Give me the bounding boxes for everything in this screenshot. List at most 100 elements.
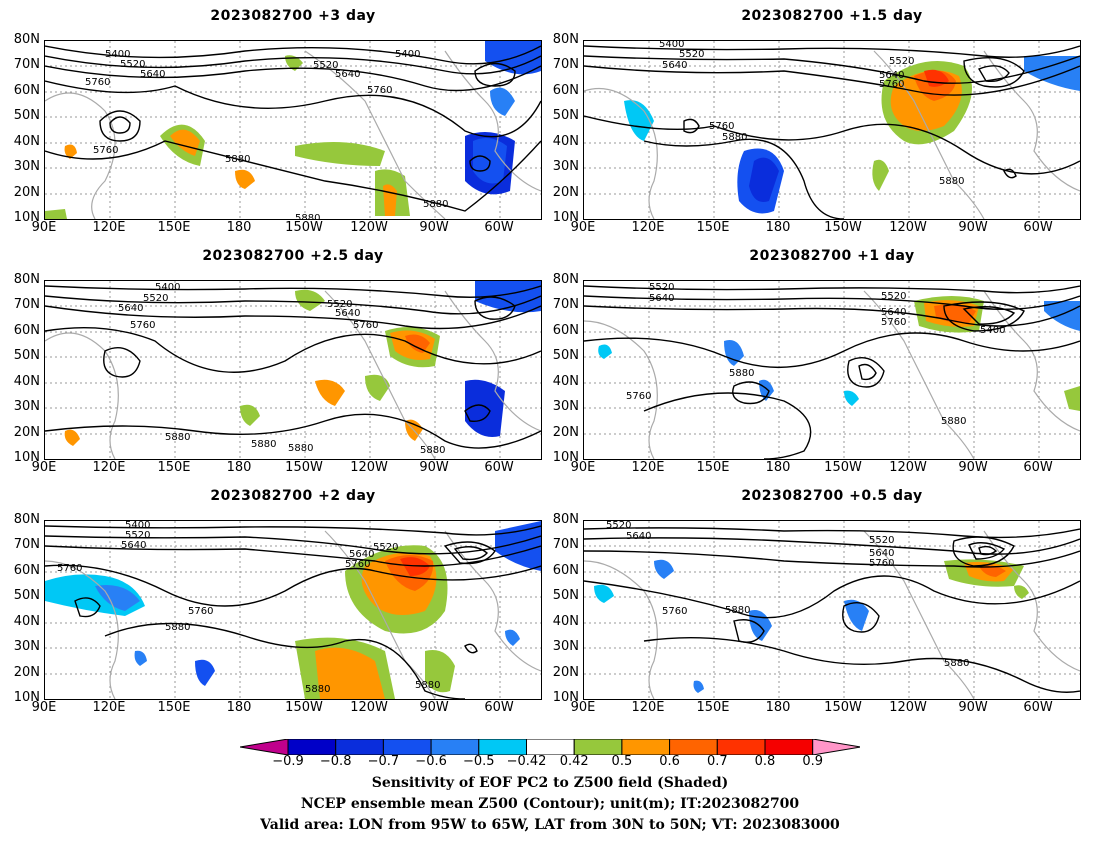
contour-label: 5520: [649, 282, 674, 293]
lat-tick-label: 40N: [552, 133, 579, 149]
contour-label: 5760: [345, 559, 370, 570]
caption-shaded: Sensitivity of EOF PC2 to Z500 field (Sh…: [371, 775, 729, 791]
lat-tick-label: 30N: [13, 639, 40, 655]
contour-label: 5520: [373, 542, 398, 553]
colorbar-segment: [382, 739, 432, 755]
contour-label: 5880: [725, 605, 750, 616]
colorbar-segment: [478, 739, 528, 755]
colorbar-segment: [335, 739, 384, 755]
lon-tick-label: 180: [226, 700, 252, 715]
lat-tick-label: 80N: [13, 272, 40, 287]
colorbar-segment: [716, 739, 766, 755]
contour-label: 5640: [335, 308, 360, 319]
lat-tick-label: 80N: [13, 512, 40, 527]
lon-tick-label: 150E: [696, 220, 730, 235]
lon-tick-label: 120W: [889, 460, 927, 475]
contour-label: 5760: [709, 121, 734, 132]
contour-label: 5760: [353, 320, 378, 331]
lat-tick-label: 30N: [13, 159, 40, 175]
lon-tick-label: 120W: [889, 700, 927, 715]
lon-tick-label: 120E: [92, 220, 126, 235]
contour-label: 5880: [165, 622, 190, 633]
lat-tick-label: 20N: [552, 424, 579, 440]
lat-tick-label: 50N: [552, 108, 579, 124]
contour-label: 5760: [879, 79, 904, 90]
map-svg: 5400 5520 5640 5400 5520 5640 5760 5760 …: [45, 41, 541, 219]
colorbar-segment: [812, 739, 860, 755]
contour-label: 5760: [367, 85, 392, 96]
colorbar-tick-label: −0.42: [506, 754, 547, 769]
lat-tick-label: 50N: [13, 588, 40, 604]
lat-tick-label: 20N: [552, 664, 579, 680]
lat-tick-label: 70N: [552, 57, 579, 73]
map-svg: 5520 5640 5520 5640 5760 5400 5880 5760 …: [584, 281, 1080, 459]
lat-tick-label: 30N: [552, 639, 579, 655]
lat-tick-label: 10N: [13, 450, 40, 465]
lat-tick-label: 70N: [13, 297, 40, 313]
lat-tick-label: 70N: [552, 537, 579, 553]
lon-tick-label: 180: [226, 220, 252, 235]
lon-tick-label: 60W: [1023, 460, 1053, 475]
map-svg: 5400 5520 5640 5520 5640 5760 5760 5880 …: [584, 41, 1080, 219]
contour-label: 5760: [85, 77, 110, 88]
lon-tick-label: 60W: [484, 460, 514, 475]
contour-label: 5640: [626, 531, 651, 542]
lon-tick-label: 90W: [419, 220, 449, 235]
lat-tick-label: 50N: [13, 108, 40, 124]
lon-tick-label: 90W: [419, 700, 449, 715]
contour-label: 5400: [125, 521, 150, 531]
contour-label: 5400: [155, 282, 180, 293]
lon-tick-label: 60W: [484, 700, 514, 715]
panel-title: 2023082700 +0.5 day: [741, 488, 923, 504]
contour-label: 5760: [57, 563, 82, 574]
lat-tick-label: 60N: [552, 322, 579, 338]
lon-tick-label: 90W: [419, 460, 449, 475]
lat-tick-label: 40N: [552, 373, 579, 389]
contour-label: 5880: [722, 132, 747, 143]
lon-tick-label: 90W: [958, 700, 988, 715]
lon-tick-label: 150E: [157, 220, 191, 235]
contour-label: 5640: [649, 293, 674, 304]
contour-label: 5640: [869, 548, 894, 559]
colorbar-tick-label: −0.5: [463, 754, 495, 769]
colorbar-tick-label: 0.42: [559, 754, 589, 769]
lat-tick-label: 40N: [552, 613, 579, 629]
contour-label: 5880: [225, 154, 250, 165]
caption-valid-area: Valid area: LON from 95W to 65W, LAT fro…: [260, 817, 840, 833]
map-plot: 5520 5640 5520 5640 5760 5400 5880 5760 …: [583, 280, 1081, 460]
contour-label: 5880: [420, 445, 445, 456]
lat-tick-label: 80N: [552, 512, 579, 527]
colorbar-tick-label: −0.8: [319, 754, 352, 769]
colorbar-segment: [669, 739, 718, 755]
lat-tick-label: 30N: [13, 399, 40, 415]
contour-label: 5880: [288, 443, 313, 454]
map-plot: 5520 5640 5520 5640 5760 5760 5880 5880: [583, 520, 1081, 700]
lon-tick-label: 120W: [889, 220, 927, 235]
colorbar-segment: [764, 739, 814, 755]
lat-tick-label: 60N: [552, 562, 579, 578]
contour-label: 5640: [879, 70, 904, 81]
lon-tick-label: 180: [226, 460, 252, 475]
panel-title: 2023082700 +3 day: [210, 8, 376, 24]
lon-tick-label: 120E: [631, 700, 665, 715]
lon-tick-label: 150W: [824, 220, 862, 235]
lat-tick-label: 30N: [552, 159, 579, 175]
lat-tick-label: 40N: [13, 373, 40, 389]
contour-label: 5520: [125, 530, 150, 541]
lon-tick-label: 150W: [285, 460, 323, 475]
lat-tick-label: 10N: [13, 690, 40, 705]
contour-label: 5880: [941, 416, 966, 427]
lon-tick-label: 90E: [570, 460, 596, 475]
map-plot: 5400 5520 5640 5520 5640 5760 5760 5880 …: [583, 40, 1081, 220]
colorbar-tick-label: −0.9: [272, 754, 304, 769]
lat-tick-label: 20N: [13, 424, 40, 440]
lat-tick-label: 30N: [552, 399, 579, 415]
colorbar-segment: [430, 739, 480, 755]
lon-tick-label: 120W: [350, 220, 388, 235]
lon-tick-label: 120E: [92, 700, 126, 715]
contour-label: 5880: [251, 439, 276, 450]
lon-tick-label: 150E: [696, 460, 730, 475]
contour-label: 5880: [944, 658, 969, 669]
contour-label: 5880: [423, 199, 448, 210]
colorbar-segment: [526, 739, 575, 755]
